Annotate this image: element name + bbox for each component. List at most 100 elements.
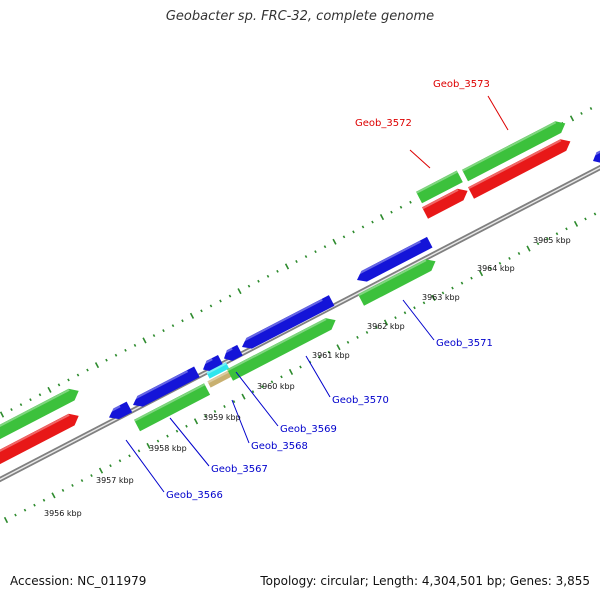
feature-blue-3568-highlight xyxy=(200,358,213,367)
tick-mark xyxy=(109,464,112,468)
tick-mark xyxy=(128,454,131,458)
tick-mark xyxy=(219,299,222,303)
feature-red-3572 xyxy=(422,188,468,219)
leader-line xyxy=(402,299,435,341)
feature-blue-3566-highlight xyxy=(106,405,121,415)
gene-label-geob-3566: Geob_3566 xyxy=(166,490,223,501)
tick-mark xyxy=(361,225,365,229)
tick-mark xyxy=(478,270,484,277)
tick-mark xyxy=(105,358,108,362)
tick-mark xyxy=(409,200,412,204)
tick-mark xyxy=(42,498,46,502)
leader-line xyxy=(235,371,279,427)
feature-blue-right-highlight xyxy=(590,150,600,158)
tick-mark xyxy=(498,261,502,265)
scale-label: 3963 kbp xyxy=(422,293,460,302)
tick-mark xyxy=(162,329,165,333)
tick-mark xyxy=(536,242,540,246)
scale-label: 3958 kbp xyxy=(149,444,187,453)
tick-mark xyxy=(133,343,137,347)
scale-label: 3961 kbp xyxy=(312,351,350,360)
tick-mark xyxy=(555,232,559,236)
tick-mark xyxy=(284,263,290,270)
tick-mark xyxy=(270,380,274,384)
scale-label: 3956 kbp xyxy=(44,509,82,518)
feature-blue-3567-highlight xyxy=(130,370,189,402)
tick-mark xyxy=(565,227,568,231)
tick-mark xyxy=(352,230,355,234)
leader-line xyxy=(305,355,331,398)
tick-mark xyxy=(394,316,397,320)
leader-line xyxy=(169,417,210,467)
feature-blue-3566 xyxy=(109,401,133,420)
tick-mark xyxy=(526,245,531,252)
tick-mark xyxy=(266,274,270,278)
feature-red-left-highlight xyxy=(0,414,70,452)
tick-mark xyxy=(593,212,597,216)
tick-mark xyxy=(237,288,242,295)
gene-label-geob-3572: Geob_3572 xyxy=(355,118,412,129)
tick-mark xyxy=(51,492,56,499)
tick-mark xyxy=(327,350,331,354)
tick-mark xyxy=(181,319,184,323)
scale-label: 3965 kbp xyxy=(533,236,571,245)
leader-line xyxy=(409,149,431,169)
tick-mark xyxy=(390,210,393,214)
feature-green-mid xyxy=(227,318,336,381)
tick-mark xyxy=(189,312,195,319)
feature-green-3572 xyxy=(416,170,463,204)
tick-mark xyxy=(232,400,236,403)
tick-mark xyxy=(413,306,416,310)
tick-mark xyxy=(193,418,199,425)
tick-mark xyxy=(204,414,207,418)
tick-mark xyxy=(33,503,36,507)
tick-mark xyxy=(422,301,426,305)
tick-mark xyxy=(142,337,147,344)
feature-green-3572-highlight xyxy=(416,170,458,194)
feature-blue-3571 xyxy=(357,236,433,282)
tick-mark xyxy=(247,284,251,288)
tick-mark xyxy=(399,205,403,209)
feature-tan-highlight xyxy=(207,370,230,384)
feature-blue-right xyxy=(593,150,600,163)
feature-blue-3570 xyxy=(242,295,335,349)
tick-mark xyxy=(280,375,283,379)
tick-mark xyxy=(295,260,298,263)
tick-mark xyxy=(223,405,226,408)
tick-mark xyxy=(288,368,294,375)
tick-mark xyxy=(332,238,337,245)
tick-mark xyxy=(209,304,213,308)
tick-mark xyxy=(156,439,160,443)
feature-blue-3569 xyxy=(224,344,243,361)
feature-red-3573 xyxy=(468,139,571,199)
leader-line xyxy=(231,399,250,444)
feature-green-3573 xyxy=(462,121,566,182)
tick-mark xyxy=(86,368,89,372)
tick-mark xyxy=(323,245,327,249)
tick-mark xyxy=(584,217,587,221)
feature-blue-3570-highlight xyxy=(239,299,323,344)
tick-mark xyxy=(67,378,70,382)
tick-mark xyxy=(371,220,374,224)
tick-mark xyxy=(346,340,350,344)
tick-mark xyxy=(569,115,575,122)
gene-label-geob-3567: Geob_3567 xyxy=(211,464,268,475)
feature-tan xyxy=(207,370,232,388)
tick-mark xyxy=(23,508,27,512)
scale-label: 3964 kbp xyxy=(477,264,515,273)
tick-mark xyxy=(10,408,13,411)
tick-mark xyxy=(94,362,100,369)
tick-mark xyxy=(336,344,341,351)
tick-mark xyxy=(80,479,84,482)
tick-mark xyxy=(508,257,511,260)
accession-text: Accession: NC_011979 xyxy=(10,574,147,588)
tick-mark xyxy=(137,449,141,453)
tick-mark xyxy=(573,220,579,227)
tick-mark xyxy=(14,513,17,517)
tick-mark xyxy=(431,294,436,301)
tick-mark xyxy=(403,311,407,315)
scale-label: 3957 kbp xyxy=(96,476,134,485)
feature-blue-3569-highlight xyxy=(221,347,233,356)
tick-mark xyxy=(152,334,156,337)
